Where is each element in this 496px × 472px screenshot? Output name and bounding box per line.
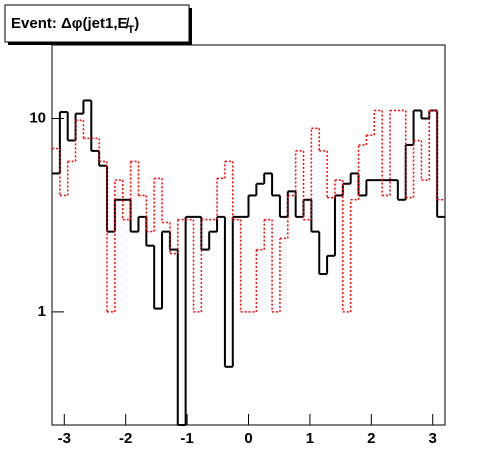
y-tick-label: 10 (29, 109, 46, 126)
chart-title: Event: Δφ(jet1,E̸T) (11, 15, 139, 36)
x-tick-label: 0 (244, 430, 252, 447)
title-box (4, 4, 190, 43)
x-tick-label: -1 (180, 430, 193, 447)
y-tick-label: 1 (38, 303, 46, 320)
x-tick-label: 1 (306, 430, 314, 447)
x-tick-label: -2 (119, 430, 132, 447)
x-tick-label: 3 (429, 430, 437, 447)
title-main: Event: Δφ(jet1,E̸ (11, 15, 130, 32)
x-tick-label: 2 (367, 430, 375, 447)
title-end: ) (134, 15, 139, 32)
title-sub: T (128, 24, 135, 36)
x-tick-label: -3 (58, 430, 71, 447)
plot (52, 99, 445, 426)
